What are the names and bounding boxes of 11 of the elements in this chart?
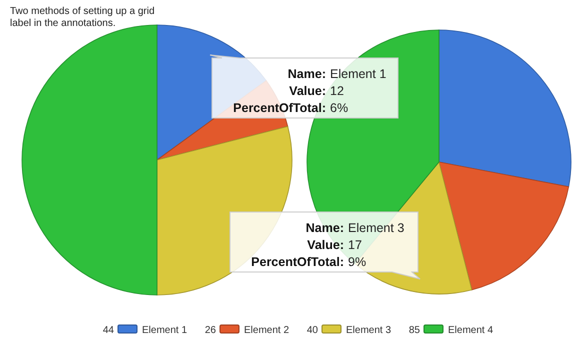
text: 26 (204, 325, 216, 336)
text: 44 (102, 325, 114, 336)
legend-label: Element 4 (448, 325, 494, 336)
text: Name: Element 3 Value: 17 PercentOfTotal: 9% (251, 221, 404, 269)
text: 40 (306, 325, 318, 336)
legend-label: Element 2 (244, 325, 290, 336)
text: 85 (408, 325, 420, 336)
legend-label: Element 3 (346, 325, 392, 336)
chart-title: Two methods of setting up a grid label in the annotations. (10, 6, 155, 29)
legend-label: Element 1 (142, 325, 188, 336)
text: Name: Element 1 Value: 12 PercentOfTotal: 6% (233, 67, 386, 115)
